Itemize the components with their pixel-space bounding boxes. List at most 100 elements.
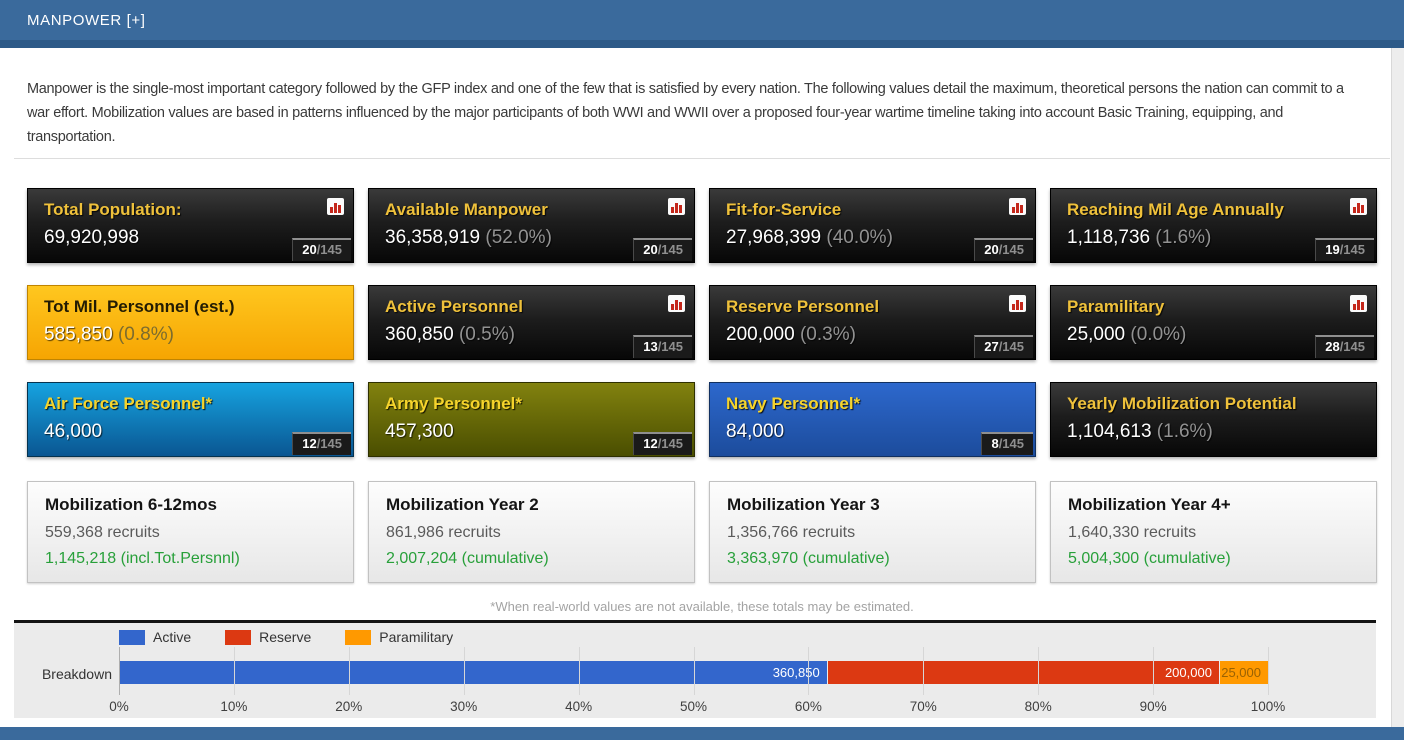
rank-total: /145 <box>316 436 342 451</box>
stat-card-value: 1,118,736 (1.6%) <box>1067 227 1360 249</box>
mobilization-card-title: Mobilization Year 2 <box>386 495 539 514</box>
bar-chart-icon[interactable] <box>668 295 685 312</box>
stat-value-percent: (1.6%) <box>1150 227 1212 248</box>
mobilization-card-mobilization-year-3: Mobilization Year 3 1,356,766 recruits 3,3… <box>709 481 1036 583</box>
rank-number: 12 <box>643 436 658 451</box>
mobilization-card-mobilization-6-12mos: Mobilization 6-12mos 559,368 recruits 1,14… <box>27 481 354 583</box>
scrollbar[interactable] <box>1391 48 1404 727</box>
stat-card-title: Yearly Mobilization Potential <box>1067 394 1297 413</box>
section-header-manpower[interactable]: MANPOWER [+] <box>0 0 1404 40</box>
stat-card-value: 1,104,613 (1.6%) <box>1067 421 1360 443</box>
stat-value-number: 200,000 <box>726 324 795 345</box>
x-tick-label: 80% <box>1024 699 1052 714</box>
bar-chart-icon[interactable] <box>1009 295 1026 312</box>
bar-chart-icon-bar <box>330 207 333 213</box>
stat-card-active-personnel: Active Personnel 360,850 (0.5%) 13/145 <box>368 285 695 360</box>
bar-chart-icon[interactable] <box>1009 198 1026 215</box>
rank-badge[interactable]: 20/145 <box>974 238 1033 261</box>
bar-chart-icon-bar <box>679 302 682 310</box>
rank-number: 13 <box>643 339 658 354</box>
stat-card-tot-mil-personnel-est: Tot Mil. Personnel (est.) 585,850 (0.8%) <box>27 285 354 360</box>
mobilization-card-title: Mobilization Year 4+ <box>1068 495 1231 514</box>
chart-x-axis: 0% 10% 20% 30% 40% 50% 60% 70% 80% 90% 100% <box>109 699 1285 717</box>
bar-chart-icon-bar <box>334 203 337 213</box>
intro-paragraph: Manpower is the single-most important ca… <box>27 81 1344 145</box>
rank-badge[interactable]: 12/145 <box>633 432 692 455</box>
bar-chart-icon-bar <box>1012 304 1015 310</box>
stat-value-number: 25,000 <box>1067 324 1126 345</box>
rank-badge[interactable]: 12/145 <box>292 432 351 455</box>
stat-value-number: 1,118,736 <box>1067 227 1151 248</box>
bar-chart-icon[interactable] <box>1350 198 1367 215</box>
stat-card-value: 25,000 (0.0%) <box>1067 324 1360 346</box>
bar-chart-icon-bar <box>1357 203 1360 213</box>
stat-value-number: 46,000 <box>44 421 103 442</box>
rank-badge[interactable]: 19/145 <box>1315 238 1374 261</box>
rank-badge[interactable]: 13/145 <box>633 335 692 358</box>
legend-item-paramilitary: Paramilitary <box>345 629 453 645</box>
stat-card-title: Tot Mil. Personnel (est.) <box>44 297 235 316</box>
bar-chart-icon-bar <box>1361 205 1364 213</box>
stat-value-percent: (40.0%) <box>821 227 893 248</box>
rank-badge[interactable]: 20/145 <box>292 238 351 261</box>
stat-card-title: Paramilitary <box>1067 297 1165 316</box>
gridline <box>348 647 350 695</box>
rank-badge[interactable]: 8/145 <box>981 432 1033 455</box>
mobilization-cumulative: 2,007,204 (cumulative) <box>386 550 549 567</box>
bar-chart-icon-bar <box>1353 207 1356 213</box>
bar-chart-icon-bar <box>1353 304 1356 310</box>
bar-chart-icon[interactable] <box>668 198 685 215</box>
bar-segment-reserve: 200,000 <box>826 661 1219 684</box>
chart-legend: Active Reserve Paramilitary <box>119 629 453 645</box>
x-tick-label: 90% <box>1139 699 1167 714</box>
gridline <box>463 647 465 695</box>
stat-card-value: 46,000 <box>44 421 337 443</box>
bar-chart-icon[interactable] <box>1350 295 1367 312</box>
legend-label: Paramilitary <box>379 629 454 645</box>
legend-swatch <box>225 629 252 645</box>
bar-chart-icon[interactable] <box>327 198 344 215</box>
rank-total: /145 <box>998 339 1024 354</box>
stat-card-reaching-mil-age-annually: Reaching Mil Age Annually 1,118,736 (1.6%… <box>1050 188 1377 263</box>
stat-value-number: 360,850 <box>385 324 454 345</box>
mobilization-recruits: 1,356,766 recruits <box>727 524 856 541</box>
legend-label: Reserve <box>259 629 312 645</box>
rank-badge[interactable]: 28/145 <box>1315 335 1374 358</box>
stat-value-number: 585,850 <box>44 324 113 345</box>
stat-card-title: Reaching Mil Age Annually <box>1067 200 1284 219</box>
stat-card-total-population: Total Population: 69,920,998 20/145 <box>27 188 354 263</box>
rank-badge[interactable]: 20/145 <box>633 238 692 261</box>
stat-card-value: 585,850 (0.8%) <box>44 324 337 346</box>
stat-card-value: 84,000 <box>726 421 1019 443</box>
bar-chart-icon-bar <box>1357 300 1360 310</box>
divider <box>14 158 1390 159</box>
stat-card-title: Reserve Personnel <box>726 297 880 316</box>
rank-total: /145 <box>657 242 683 257</box>
rank-total: /145 <box>316 242 342 257</box>
chart-plot-area: 360,850 200,000 25,000 <box>119 647 1269 695</box>
x-tick-label: 60% <box>794 699 822 714</box>
rank-number: 8 <box>991 436 999 451</box>
rank-badge[interactable]: 27/145 <box>974 335 1033 358</box>
x-tick-label: 50% <box>679 699 708 714</box>
bar-segment-value: 200,000 <box>1164 665 1212 680</box>
mobilization-card-mobilization-year-2: Mobilization Year 2 861,986 recruits 2,007… <box>368 481 695 583</box>
legend-swatch <box>119 629 145 645</box>
gridline <box>578 647 580 695</box>
bar-chart-icon-bar <box>1016 300 1019 310</box>
gridline <box>1268 647 1269 695</box>
x-tick-label: 70% <box>909 699 937 714</box>
mobilization-cumulative: 1,145,218 (incl.Tot.Persnnl) <box>45 550 240 567</box>
stat-card-reserve-personnel: Reserve Personnel 200,000 (0.3%) 27/145 <box>709 285 1036 360</box>
x-tick-label: 20% <box>335 699 363 714</box>
bar-chart-icon-bar <box>1020 205 1023 213</box>
stat-value-number: 1,104,613 <box>1067 421 1152 442</box>
gridline <box>1153 647 1155 695</box>
stat-card-value: 457,300 <box>385 421 678 443</box>
rank-total: /145 <box>657 339 683 354</box>
bar-segment-paramilitary: 25,000 <box>1218 661 1268 684</box>
header-accent-strip <box>0 40 1404 48</box>
bar-chart-icon-bar <box>1020 302 1023 310</box>
mobilization-recruits: 559,368 recruits <box>45 524 160 541</box>
stat-card-title: Air Force Personnel* <box>44 394 213 413</box>
